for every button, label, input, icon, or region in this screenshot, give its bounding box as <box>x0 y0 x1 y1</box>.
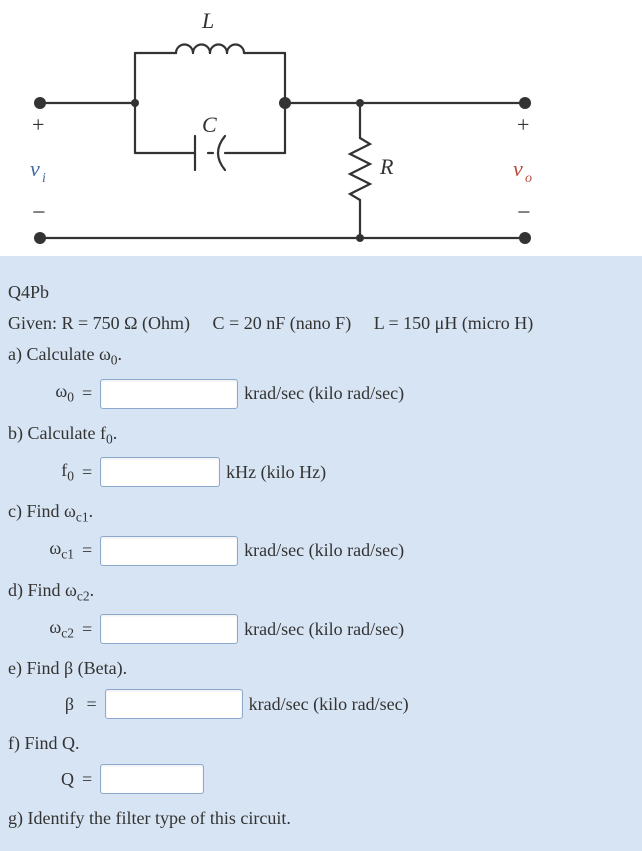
part-a-prompt: a) Calculate ω0. <box>8 344 634 369</box>
label-R: R <box>379 154 394 179</box>
part-c-answer: ωc1 = krad/sec (kilo rad/sec) <box>36 536 634 566</box>
vo-minus: − <box>517 200 531 226</box>
svg-text:i: i <box>42 171 46 186</box>
given-L: L = 150 μH (micro H) <box>374 313 534 333</box>
given-line: Given: R = 750 Ω (Ohm) C = 20 nF (nano F… <box>8 313 634 334</box>
part-d-answer: ωc2 = krad/sec (kilo rad/sec) <box>36 614 634 644</box>
given-C: C = 20 nF (nano F) <box>213 313 352 333</box>
part-c-var: ωc1 <box>36 538 74 563</box>
part-g-prompt: g) Identify the filter type of this circ… <box>8 808 634 829</box>
part-c-unit: krad/sec (kilo rad/sec) <box>244 540 404 561</box>
part-d-unit: krad/sec (kilo rad/sec) <box>244 619 404 640</box>
svg-text:o: o <box>525 171 532 186</box>
part-e-var: β <box>36 694 74 715</box>
part-a-var: ω0 <box>36 381 74 406</box>
svg-text:v: v <box>30 156 40 181</box>
part-f-input[interactable] <box>100 764 204 794</box>
part-a-answer: ω0 = krad/sec (kilo rad/sec) <box>36 379 634 409</box>
vi-minus: − <box>32 200 46 226</box>
svg-text:v: v <box>513 156 523 181</box>
part-e-answer: β = krad/sec (kilo rad/sec) <box>36 689 634 719</box>
circuit-diagram: L C R + v i − + v o − <box>0 0 642 256</box>
part-a-unit: krad/sec (kilo rad/sec) <box>244 383 404 404</box>
label-L: L <box>201 8 214 33</box>
part-f-prompt: f) Find Q. <box>8 733 634 754</box>
part-b-input[interactable] <box>100 457 220 487</box>
label-C: C <box>202 112 217 137</box>
part-b-answer: f0 = kHz (kilo Hz) <box>36 457 634 487</box>
part-b-prompt: b) Calculate f0. <box>8 423 634 448</box>
part-e-input[interactable] <box>105 689 243 719</box>
part-c-input[interactable] <box>100 536 238 566</box>
part-b-unit: kHz (kilo Hz) <box>226 462 326 483</box>
part-a-input[interactable] <box>100 379 238 409</box>
part-d-prompt: d) Find ωc2. <box>8 580 634 605</box>
part-c-prompt: c) Find ωc1. <box>8 501 634 526</box>
vi-plus: + <box>32 112 44 137</box>
label-vo: v o <box>513 156 532 186</box>
given-prefix: Given: <box>8 313 62 333</box>
part-e-prompt: e) Find β (Beta). <box>8 658 634 679</box>
part-d-var: ωc2 <box>36 617 74 642</box>
vo-plus: + <box>517 112 529 137</box>
part-e-unit: krad/sec (kilo rad/sec) <box>249 694 409 715</box>
part-f-answer: Q = <box>36 764 634 794</box>
problem-id: Q4Pb <box>8 282 634 303</box>
circuit-svg: L C R + v i − + v o − <box>10 8 550 248</box>
part-d-input[interactable] <box>100 614 238 644</box>
part-f-var: Q <box>36 769 74 790</box>
part-b-var: f0 <box>36 460 74 485</box>
problem-body: Q4Pb Given: R = 750 Ω (Ohm) C = 20 nF (n… <box>0 256 642 851</box>
label-vi: v i <box>30 156 46 186</box>
given-R: R = 750 Ω (Ohm) <box>62 313 191 333</box>
